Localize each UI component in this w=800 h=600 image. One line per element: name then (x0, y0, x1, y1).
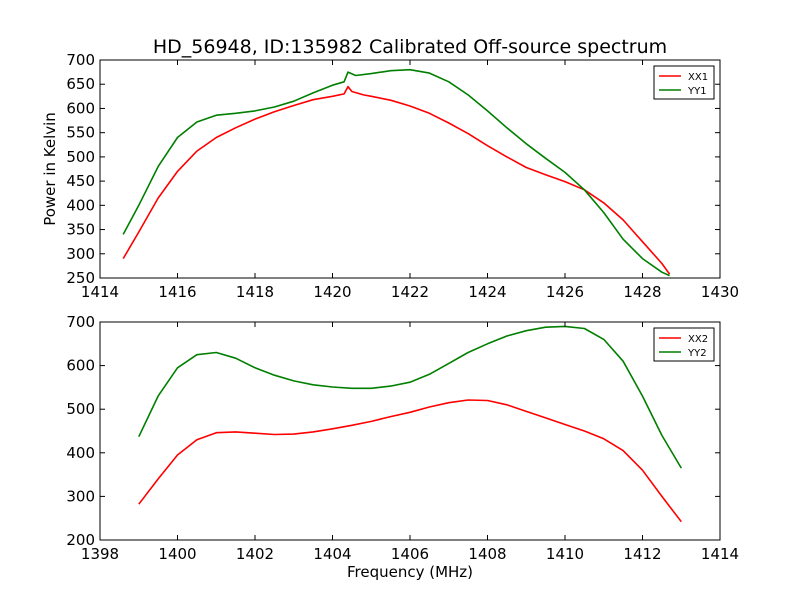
series-line-yy2 (138, 325, 682, 469)
series-line-xx2 (138, 399, 682, 523)
legend-label-yy1: YY1 (687, 86, 707, 97)
x-tick-label: 1426 (546, 283, 584, 301)
x-tick-label: 1424 (468, 283, 506, 301)
y-tick-label: 300 (66, 245, 95, 263)
y-tick-label: 500 (66, 148, 95, 166)
x-tick-label: 1404 (313, 545, 351, 563)
y-tick-label: 500 (66, 400, 95, 418)
x-tick-label: 1400 (158, 545, 196, 563)
x-tick-label: 1420 (313, 283, 351, 301)
x-tick-label: 1422 (391, 283, 429, 301)
y-tick-label: 700 (66, 313, 95, 331)
legend-box (653, 65, 715, 100)
x-tick-label: 1406 (391, 545, 429, 563)
chart-title: HD_56948, ID:135982 Calibrated Off-sourc… (153, 36, 667, 58)
x-tick-label: 1398 (81, 545, 119, 563)
y-tick-label: 600 (66, 357, 95, 375)
x-tick-label: 1418 (236, 283, 274, 301)
y-tick-label: 400 (66, 444, 95, 462)
x-tick-label: 1410 (546, 545, 584, 563)
legend-label-yy2: YY2 (687, 348, 707, 359)
y-tick-label: 200 (66, 531, 95, 549)
x-tick-label: 1414 (81, 283, 119, 301)
series-line-yy1 (122, 68, 670, 277)
series-line-xx1 (122, 85, 671, 275)
legend-box (653, 327, 715, 362)
legend-label-xx2: XX2 (688, 334, 708, 345)
top-plot: 1414 1416 1418 1420 1422 1424 1426 1428 1430 250 3… (41, 51, 739, 301)
y-axis-label: Power in Kelvin (41, 112, 59, 226)
x-tick-label: 1412 (623, 545, 661, 563)
x-tick-label: 1428 (623, 283, 661, 301)
y-tick-label: 700 (66, 51, 95, 69)
y-tick-label: 450 (66, 172, 95, 190)
legend-label-xx1: XX1 (688, 72, 708, 83)
y-tick-label: 250 (66, 269, 95, 287)
x-axis-label: Frequency (MHz) (347, 563, 473, 581)
x-tick-label: 1414 (701, 545, 739, 563)
y-tick-label: 400 (66, 196, 95, 214)
x-tick-label: 1430 (701, 283, 739, 301)
y-tick-label: 350 (66, 221, 95, 239)
y-tick-label: 550 (66, 124, 95, 142)
bottom-plot: 1398 1400 1402 1404 1406 1408 1410 1412 1414 200 3… (66, 313, 739, 581)
x-tick-label: 1408 (468, 545, 506, 563)
x-tick-label: 1402 (236, 545, 274, 563)
y-tick-label: 600 (66, 99, 95, 117)
x-tick-label: 1416 (158, 283, 196, 301)
y-tick-label: 650 (66, 75, 95, 93)
y-tick-label: 300 (66, 487, 95, 505)
